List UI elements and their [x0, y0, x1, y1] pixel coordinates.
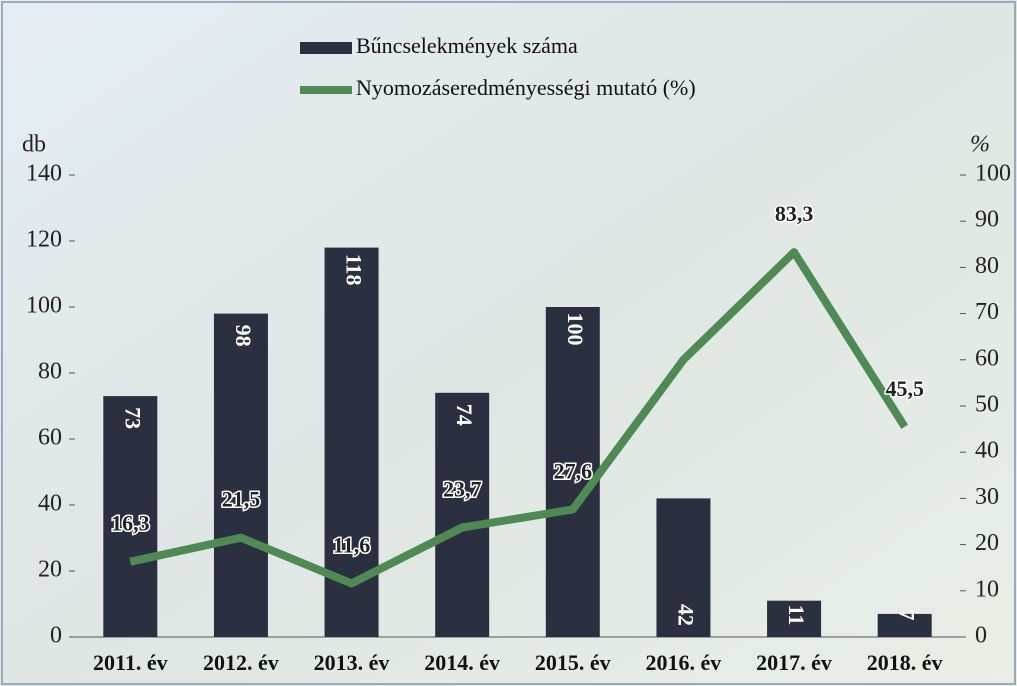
y2-axis-label: % — [970, 132, 990, 158]
line-label: 16,3 — [111, 511, 150, 536]
x-tick-label: 2014. év — [424, 650, 500, 675]
line-label: 45,5 — [885, 376, 924, 401]
y2-tick-label: 20 — [975, 530, 999, 556]
y-tick-label: 60 — [38, 425, 62, 451]
y-tick-label: 140 — [26, 161, 62, 187]
legend-swatch — [300, 42, 352, 54]
bar-label: 74 — [452, 404, 477, 426]
x-tick-label: 2018. év — [867, 650, 943, 675]
y-tick-label: 0 — [50, 623, 62, 649]
y2-tick-label: 10 — [975, 576, 999, 602]
y2-tick-label: 0 — [975, 623, 987, 649]
y-tick-label: 80 — [38, 359, 62, 385]
bar — [214, 314, 268, 637]
y2-tick-label: 40 — [975, 438, 999, 464]
chart: db % 0 20 40 60 80 100 120 140 0 10 20 30 40 50 60 70 80… — [0, 0, 1017, 686]
bar-label: 98 — [231, 325, 256, 347]
line-label: 27,6 — [554, 459, 593, 484]
y2-tick-label: 100 — [975, 161, 1011, 187]
bar-label: 42 — [673, 604, 698, 626]
y2-tick-label: 90 — [975, 207, 999, 233]
y2-tick-label: 80 — [975, 253, 999, 279]
bar-label: 118 — [342, 254, 367, 286]
y2-tick-label: 50 — [975, 392, 999, 418]
y2-tick-label: 30 — [975, 484, 999, 510]
bar-label: 100 — [563, 313, 588, 346]
line-label: 21,5 — [222, 487, 261, 512]
bar-label: 11 — [784, 605, 809, 626]
y-axis-label: db — [22, 132, 46, 158]
x-tick-label: 2017. év — [756, 650, 832, 675]
y-tick-label: 120 — [26, 227, 62, 253]
bar-label: 73 — [120, 407, 145, 429]
y-tick-label: 100 — [26, 293, 62, 319]
line-label: 11,6 — [333, 532, 370, 557]
bar — [435, 393, 489, 637]
legend-label: Bűncselekmények száma — [356, 33, 578, 58]
bar-label: 7 — [895, 610, 920, 621]
y-tick-label: 20 — [38, 557, 62, 583]
y2-tick-label: 70 — [975, 299, 999, 325]
x-tick-label: 2015. év — [535, 650, 611, 675]
line-label: 23,7 — [443, 477, 482, 502]
x-tick-label: 2013. év — [314, 650, 390, 675]
x-tick-label: 2016. év — [646, 650, 722, 675]
x-tick-label: 2012. év — [203, 650, 279, 675]
line-label: 83,3 — [775, 201, 814, 226]
x-tick-label: 2011. év — [93, 650, 168, 675]
y-tick-label: 40 — [38, 491, 62, 517]
legend-label: Nyomozáseredményességi mutató (%) — [356, 75, 696, 100]
y2-tick-label: 60 — [975, 345, 999, 371]
